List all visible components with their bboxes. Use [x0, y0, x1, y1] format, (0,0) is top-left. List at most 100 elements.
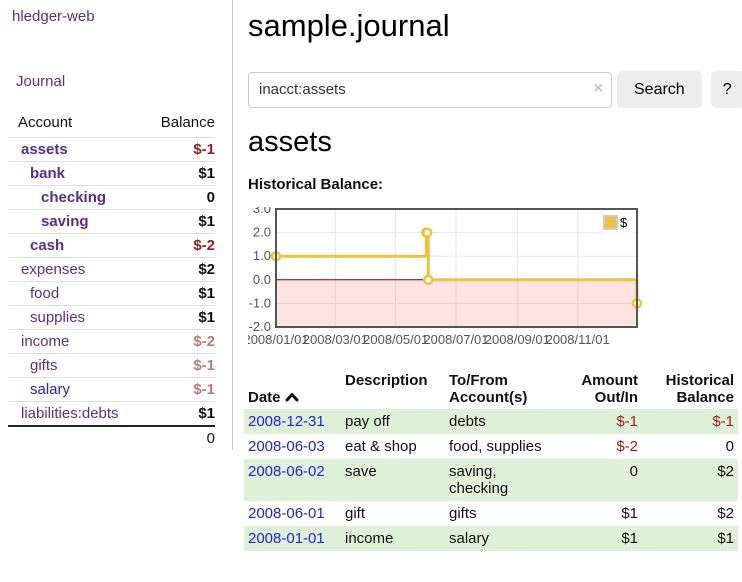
svg-text:1.0: 1.0: [253, 248, 271, 263]
account-link[interactable]: gifts: [30, 357, 58, 374]
chevron-up-icon: [285, 389, 299, 406]
register-header-balance: Historical Balance: [665, 372, 734, 406]
register-header-description: Description: [345, 372, 428, 389]
search-button[interactable]: Search: [617, 71, 702, 108]
register-table: Date Description To/From Account(s) Amou…: [244, 369, 738, 551]
balance-cell: $2: [717, 505, 734, 522]
register-header-amount: Amount Out/In: [581, 372, 638, 406]
chart-title: Historical Balance:: [248, 176, 384, 193]
amount-cell: 0: [629, 463, 638, 480]
historical-balance-chart: $3.0 2.0 1.0 0.0 -1.0 -2.0 2008/01/01 2008/03/0…: [248, 207, 668, 349]
description-cell: gift: [345, 505, 366, 522]
svg-text:0.0: 0.0: [253, 272, 271, 287]
table-row[interactable]: 2008-06-01 gift gifts $1 $2: [244, 501, 738, 526]
account-row: salary $-1: [8, 377, 215, 402]
date-link[interactable]: 2008-01-01: [248, 530, 325, 547]
register-header-accounts: To/From Account(s): [449, 372, 528, 406]
svg-text:2008/05/01: 2008/05/01: [363, 332, 428, 347]
account-row: food $1: [8, 281, 215, 306]
description-cell: save: [345, 463, 377, 480]
account-row: bank $1: [8, 161, 215, 186]
sidebar-item-journal[interactable]: Journal: [16, 73, 66, 90]
account-row: assets $-1: [8, 137, 215, 162]
help-button[interactable]: ?: [710, 71, 742, 108]
account-row: cash $-2: [8, 233, 215, 258]
app-title-link[interactable]: hledger-web: [12, 8, 95, 25]
account-link[interactable]: supplies: [30, 309, 86, 326]
balance-cell: $2: [717, 463, 734, 480]
accounts-header-balance: Balance: [160, 114, 215, 131]
account-link[interactable]: salary: [30, 381, 71, 398]
accounts-table: Account Balance assets $-1 bank $1 checking 0…: [8, 110, 215, 450]
svg-text:3.0: 3.0: [253, 207, 271, 216]
accounts-cell: salary: [449, 530, 490, 547]
balance-cell: $1: [717, 530, 734, 547]
account-balance: $1: [138, 161, 215, 186]
account-balance: $1: [138, 209, 215, 234]
account-row: gifts $-1: [8, 353, 215, 378]
account-row: expenses $2: [8, 257, 215, 282]
description-cell: pay off: [345, 413, 390, 430]
account-balance: $1: [138, 401, 215, 426]
account-row: supplies $1: [8, 305, 215, 330]
account-balance: $1: [138, 305, 215, 330]
account-balance: 0: [138, 185, 215, 210]
date-link[interactable]: 2008-06-02: [248, 463, 325, 480]
account-balance: $-1: [138, 137, 215, 162]
main-content: sample.journal × Search ? assets Histori…: [244, 0, 742, 551]
table-row[interactable]: 2008-06-03 eat & shop food, supplies $-2 0: [244, 434, 738, 459]
accounts-total-row: 0: [8, 425, 215, 450]
table-row[interactable]: 2008-12-31 pay off debts $-1 $-1: [244, 409, 738, 434]
account-link[interactable]: assets: [21, 141, 68, 158]
account-link[interactable]: checking: [41, 189, 107, 206]
amount-cell: $1: [621, 505, 638, 522]
account-balance: $-2: [138, 329, 215, 354]
svg-text:-1.0: -1.0: [249, 295, 271, 310]
accounts-cell: debts: [449, 413, 486, 430]
account-link[interactable]: income: [21, 333, 70, 350]
svg-text:2008/11/01: 2008/11/01: [546, 332, 610, 347]
table-row[interactable]: 2008-01-01 income salary $1 $1: [244, 526, 738, 551]
date-link[interactable]: 2008-06-01: [248, 505, 325, 522]
account-row: liabilities:debts $1: [8, 401, 215, 426]
amount-cell: $-2: [616, 438, 638, 455]
table-row[interactable]: 2008-06-02 save saving, checking 0 $2: [244, 459, 738, 501]
search-input[interactable]: [248, 71, 612, 108]
accounts-cell: saving, checking: [449, 463, 509, 497]
account-balance: $-1: [138, 377, 215, 402]
account-balance: $1: [138, 281, 215, 306]
account-link[interactable]: saving: [41, 213, 89, 230]
account-row: saving $1: [8, 209, 215, 234]
svg-text:2008/01/01: 2008/01/01: [248, 332, 309, 347]
account-link[interactable]: food: [30, 285, 60, 302]
legend-label: $: [620, 215, 628, 230]
accounts-cell: gifts: [449, 505, 477, 522]
account-link[interactable]: cash: [30, 237, 65, 254]
date-link[interactable]: 2008-06-03: [248, 438, 325, 455]
svg-text:2008/03/01: 2008/03/01: [303, 332, 368, 347]
clear-search-icon[interactable]: ×: [593, 79, 603, 97]
svg-text:2.0: 2.0: [253, 225, 271, 240]
account-balance: $2: [138, 257, 215, 282]
svg-text:-2.0: -2.0: [249, 319, 271, 334]
account-balance: $-2: [138, 233, 215, 258]
svg-text:2008/07/01: 2008/07/01: [423, 332, 488, 347]
accounts-header-account: Account: [18, 114, 73, 131]
register-header-date[interactable]: Date: [244, 369, 341, 409]
balance-cell: 0: [725, 438, 734, 455]
search-form: × Search ?: [248, 71, 742, 108]
amount-cell: $-1: [616, 413, 638, 430]
account-link[interactable]: bank: [30, 165, 66, 182]
account-balance: $-1: [138, 353, 215, 378]
date-link[interactable]: 2008-12-31: [248, 413, 325, 430]
account-link[interactable]: liabilities:debts: [21, 405, 119, 422]
accounts-total-value: 0: [138, 425, 215, 450]
account-row: income $-2: [8, 329, 215, 354]
page-title: sample.journal: [248, 8, 450, 43]
account-row: checking 0: [8, 185, 215, 210]
accounts-cell: food, supplies: [449, 438, 542, 455]
description-cell: income: [345, 530, 394, 547]
svg-text:2008/09/01: 2008/09/01: [485, 332, 550, 347]
account-link[interactable]: expenses: [21, 261, 86, 278]
balance-cell: $-1: [712, 413, 734, 430]
